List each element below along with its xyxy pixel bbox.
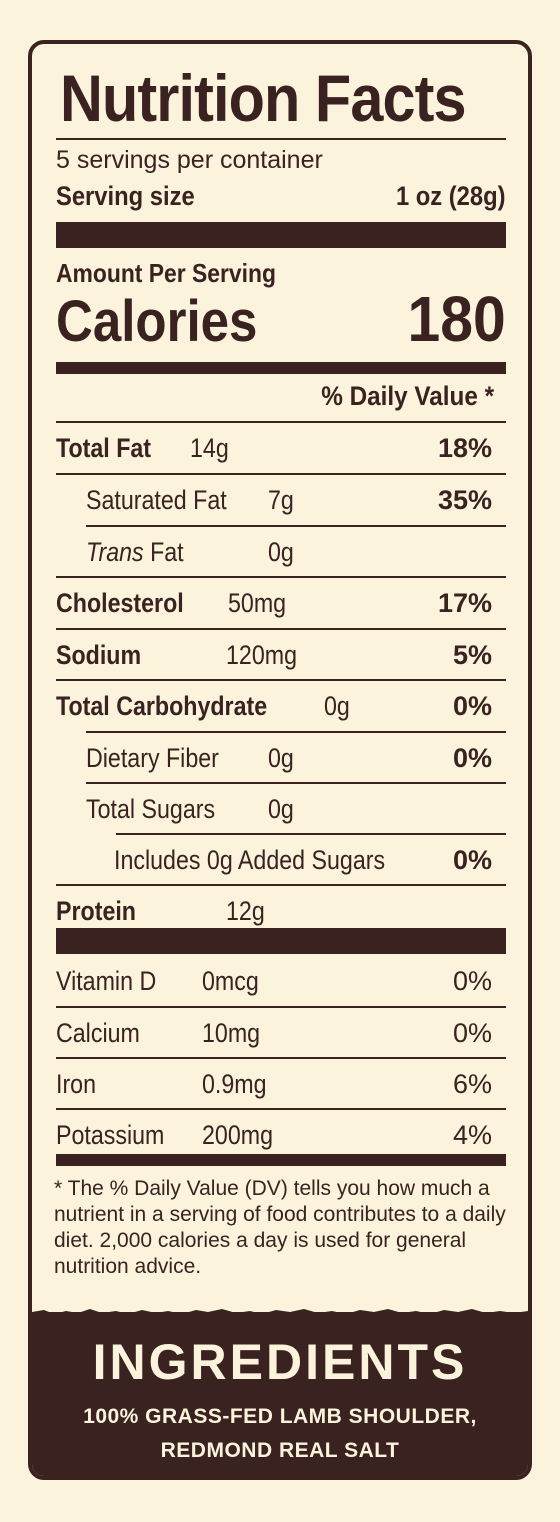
vitamin-label: Iron bbox=[56, 1069, 97, 1099]
divider bbox=[86, 782, 506, 784]
nutrient-row-protein: Protein 12g bbox=[56, 886, 506, 936]
divider bbox=[116, 833, 506, 835]
nutrient-label: Sodium bbox=[56, 640, 142, 670]
divider bbox=[56, 473, 506, 475]
nutrient-label: Trans Fat bbox=[86, 536, 184, 568]
vitamin-amount: 0mcg bbox=[202, 966, 259, 996]
nutrient-label: Protein bbox=[56, 896, 136, 926]
thick-divider bbox=[56, 362, 506, 374]
daily-value-header: % Daily Value * bbox=[321, 381, 494, 411]
divider bbox=[56, 138, 506, 140]
divider bbox=[86, 731, 506, 733]
nutrition-facts-label: Nutrition Facts 5 servings per container… bbox=[32, 44, 528, 1314]
thick-divider bbox=[56, 222, 506, 248]
serving-size-value: 1 oz (28g) bbox=[396, 181, 506, 211]
ingredients-line-2: REDMOND REAL SALT bbox=[160, 1439, 400, 1462]
thick-divider bbox=[56, 1154, 506, 1166]
vitamin-percent: 6% bbox=[452, 1069, 492, 1099]
divider bbox=[56, 1057, 506, 1059]
nutrient-amount: 14g bbox=[190, 433, 229, 463]
amount-per-serving: Amount Per Serving bbox=[56, 258, 276, 288]
nutrient-row-saturated-fat: Saturated Fat 7g 35% bbox=[56, 475, 506, 525]
nutrient-label: Total Carbohydrate bbox=[56, 691, 268, 721]
ingredients-line-1: 100% GRASS-FED LAMB SHOULDER, bbox=[83, 1405, 477, 1428]
nutrient-amount: 0g bbox=[324, 691, 350, 721]
nutrient-amount: 7g bbox=[268, 485, 294, 515]
ingredients-title: INGREDIENTS bbox=[92, 1334, 468, 1390]
nutrient-row-cholesterol: Cholesterol 50mg 17% bbox=[56, 578, 506, 628]
nutrient-label: Saturated Fat bbox=[86, 485, 227, 515]
vitamin-row-iron: Iron 0.9mg 6% bbox=[56, 1059, 506, 1109]
vitamin-row-potassium: Potassium 200mg 4% bbox=[56, 1110, 506, 1160]
vitamin-label: Vitamin D bbox=[56, 966, 157, 996]
nutrient-label: Dietary Fiber bbox=[86, 743, 219, 773]
nutrient-label: Cholesterol bbox=[56, 588, 184, 618]
torn-edge-decoration bbox=[32, 1309, 528, 1318]
divider bbox=[56, 576, 506, 578]
nutrient-label: Total Fat bbox=[56, 433, 152, 463]
calories-label: Calories bbox=[56, 289, 258, 354]
nutrient-label: Total Sugars bbox=[86, 794, 216, 824]
vitamin-percent: 4% bbox=[452, 1120, 492, 1150]
divider bbox=[56, 679, 506, 681]
divider bbox=[86, 525, 506, 527]
divider bbox=[56, 628, 506, 630]
nutrient-row-sodium: Sodium 120mg 5% bbox=[56, 630, 506, 680]
nutrient-amount: 120mg bbox=[226, 640, 298, 670]
trans-fat-label: Fat bbox=[143, 537, 184, 567]
nutrient-amount: 0g bbox=[268, 537, 294, 567]
vitamin-row-vitamin-d: Vitamin D 0mcg 0% bbox=[56, 956, 506, 1006]
divider bbox=[56, 1006, 506, 1008]
nutrient-label: Includes 0g Added Sugars bbox=[114, 845, 386, 875]
nutrient-percent: 17% bbox=[437, 588, 492, 618]
nutrient-percent: 0% bbox=[452, 845, 492, 875]
nutrition-label-panel: Nutrition Facts 5 servings per container… bbox=[28, 40, 532, 1480]
nutrient-percent: 5% bbox=[452, 640, 492, 670]
ingredients-section: INGREDIENTS 100% GRASS-FED LAMB SHOULDER… bbox=[32, 1309, 528, 1476]
daily-value-footnote: * The % Daily Value (DV) tells you how m… bbox=[54, 1177, 506, 1278]
vitamin-percent: 0% bbox=[452, 966, 492, 996]
nutrient-row-total-sugars: Total Sugars 0g bbox=[56, 784, 506, 834]
vitamin-row-calcium: Calcium 10mg 0% bbox=[56, 1008, 506, 1058]
nutrient-amount: 0g bbox=[268, 743, 294, 773]
nutrient-row-total-fat: Total Fat 14g 18% bbox=[56, 423, 506, 473]
nutrient-amount: 0g bbox=[268, 794, 294, 824]
nutrient-row-dietary-fiber: Dietary Fiber 0g 0% bbox=[56, 733, 506, 783]
trans-italic: Trans bbox=[86, 537, 144, 567]
vitamin-label: Potassium bbox=[56, 1120, 165, 1150]
nutrition-facts-title: Nutrition Facts bbox=[60, 61, 467, 135]
calories-value: 180 bbox=[407, 283, 506, 355]
nutrient-amount: 50mg bbox=[228, 588, 287, 618]
nutrient-row-trans-fat: Trans Fat 0g bbox=[56, 527, 506, 577]
serving-size-label: Serving size bbox=[56, 181, 195, 211]
divider bbox=[56, 421, 506, 423]
ingredients-list: 100% GRASS-FED LAMB SHOULDER, REDMOND RE… bbox=[32, 1400, 528, 1468]
nutrient-percent: 0% bbox=[452, 691, 492, 721]
vitamin-amount: 200mg bbox=[202, 1120, 274, 1150]
divider bbox=[56, 884, 506, 886]
nutrient-percent: 35% bbox=[437, 485, 492, 515]
nutrient-percent: 0% bbox=[452, 743, 492, 773]
servings-per-container: 5 servings per container bbox=[56, 146, 323, 174]
nutrient-row-added-sugars: Includes 0g Added Sugars 0% bbox=[56, 835, 506, 885]
nutrient-percent: 18% bbox=[437, 433, 492, 463]
vitamin-amount: 0.9mg bbox=[202, 1069, 267, 1099]
thick-divider bbox=[56, 928, 506, 954]
nutrient-amount: 12g bbox=[226, 896, 265, 926]
nutrient-row-total-carbohydrate: Total Carbohydrate 0g 0% bbox=[56, 681, 506, 731]
vitamin-label: Calcium bbox=[56, 1018, 140, 1048]
vitamin-amount: 10mg bbox=[202, 1018, 261, 1048]
vitamin-percent: 0% bbox=[452, 1018, 492, 1048]
divider bbox=[56, 1108, 506, 1110]
